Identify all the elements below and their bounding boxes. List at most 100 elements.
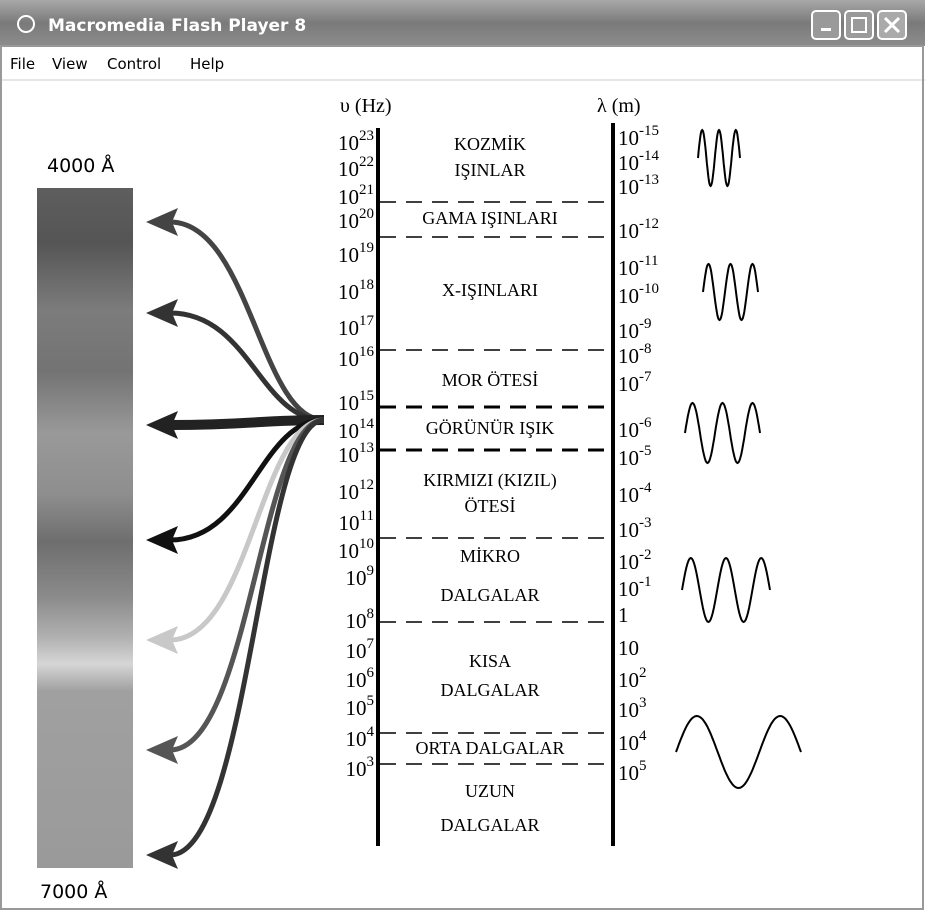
tick-exponent: 5 [367,693,375,709]
tick-base: 1 [618,603,629,627]
arrow-head [146,626,178,654]
frequency-tick-label: 104 [346,724,375,751]
tick-exponent: -11 [639,253,658,269]
frequency-tick-label: 1011 [339,508,374,535]
window-title: Macromedia Flash Player 8 [48,16,306,36]
frequency-tick-label: 1023 [338,128,374,155]
arrow-curve [169,417,325,753]
band-dividers [380,201,611,765]
band-label: MİKRO [460,546,520,566]
arrow-curve [169,417,325,643]
maximize-button[interactable] [844,10,874,40]
tick-base: 10 [618,668,639,692]
tick-exponent: 13 [359,440,374,456]
tick-base: 10 [339,511,360,535]
band-label: KISA [469,651,511,671]
wave [681,556,771,624]
tick-base: 10 [346,609,367,633]
tick-base: 10 [618,731,639,755]
frequency-tick-label: 1015 [338,388,374,415]
wavelength-tick-label: 10-3 [618,515,652,542]
frequency-tick-label: 1020 [338,206,374,233]
frequency-tick-label: 1012 [338,477,374,504]
menu: File View Control Help [10,55,224,73]
tick-base: 10 [338,243,359,267]
wavelength-tick-label: 102 [618,665,647,692]
minimize-button[interactable] [811,10,841,40]
tick-exponent: 22 [359,154,374,170]
tick-base: 10 [338,185,359,209]
arrow-head [146,299,178,327]
arrow-head [146,208,178,236]
tick-base: 10 [346,668,367,692]
tick-exponent: 18 [359,277,374,293]
frequency-tick-label: 108 [346,606,375,633]
menu-item[interactable]: File [10,55,35,73]
arrow-curve [169,417,325,543]
frequency-tick-label: 1018 [338,277,374,304]
tick-base: 10 [618,319,639,343]
tick-exponent: -5 [639,443,652,459]
frequency-tick-label: 1014 [338,416,375,443]
tick-base: 10 [346,639,367,663]
tick-base: 10 [618,344,639,368]
wavelength-tick-label: 104 [618,728,647,755]
arrow-head [146,841,178,869]
wave [697,128,741,188]
band-label: IŞINLAR [455,160,526,180]
tick-exponent: -1 [639,574,652,590]
wavelength-tick-label: 105 [618,758,647,785]
frequency-tick-label: 1010 [338,536,374,563]
band-label: GAMA IŞINLARI [422,208,558,228]
arrow-head [146,526,178,554]
tick-exponent: 20 [359,206,374,222]
menu-item[interactable]: Help [190,55,224,73]
wave [675,714,802,790]
tick-exponent: 7 [367,636,375,652]
tick-base: 10 [618,518,639,542]
band-label: KOZMİK [454,134,526,154]
band-label: KIRMIZI (KIZIL) [423,470,556,491]
wave [702,262,759,322]
wavelength-tick-label: 10-4 [618,480,652,507]
red-label: 7000 Å [40,880,107,903]
tick-base: 10 [338,316,359,340]
tick-exponent: -3 [639,515,652,531]
wavelength-tick-label: 10-5 [618,443,652,470]
tick-base: 10 [618,284,639,308]
tick-exponent: -9 [639,316,652,332]
tick-base: 10 [346,696,367,720]
tick-base: 10 [338,280,359,304]
maximize-icon [851,17,867,33]
tick-exponent: 3 [639,695,647,711]
frequency-tick-label: 105 [346,693,375,720]
tick-exponent: 14 [359,416,375,432]
tick-base: 10 [346,757,367,781]
tick-exponent: 16 [359,344,375,360]
band-label: DALGALAR [441,680,540,700]
frequency-tick-label: 109 [346,563,375,590]
menu-item[interactable]: View [52,55,88,73]
frequency-tick-label: 1022 [338,154,374,181]
menu-item[interactable]: Control [107,55,161,73]
tick-base: 10 [618,175,639,199]
arrows [146,208,325,869]
wavelength-tick-label: 10-6 [618,415,652,442]
close-icon [883,16,901,34]
frequency-tick-label: 1017 [338,313,375,340]
tick-base: 10 [618,483,639,507]
frequency-tick-label: 1021 [338,182,374,209]
frequency-tick-label: 1013 [338,440,374,467]
tick-exponent: -4 [639,480,652,496]
band-label: GÖRÜNÜR IŞIK [426,418,555,438]
wavelength-tick-label: 1 [618,603,629,627]
band-label: MOR ÖTESİ [442,370,539,390]
bands: KOZMİK IŞINLAR GAMA IŞINLARI X-IŞINLARI MOR … [416,134,565,835]
tick-base: 10 [338,539,359,563]
tick-exponent: 21 [359,182,374,198]
tick-base: 10 [618,126,639,150]
tick-base: 10 [338,480,359,504]
tick-exponent: 2 [639,665,647,681]
band-label: DALGALAR [441,815,540,835]
